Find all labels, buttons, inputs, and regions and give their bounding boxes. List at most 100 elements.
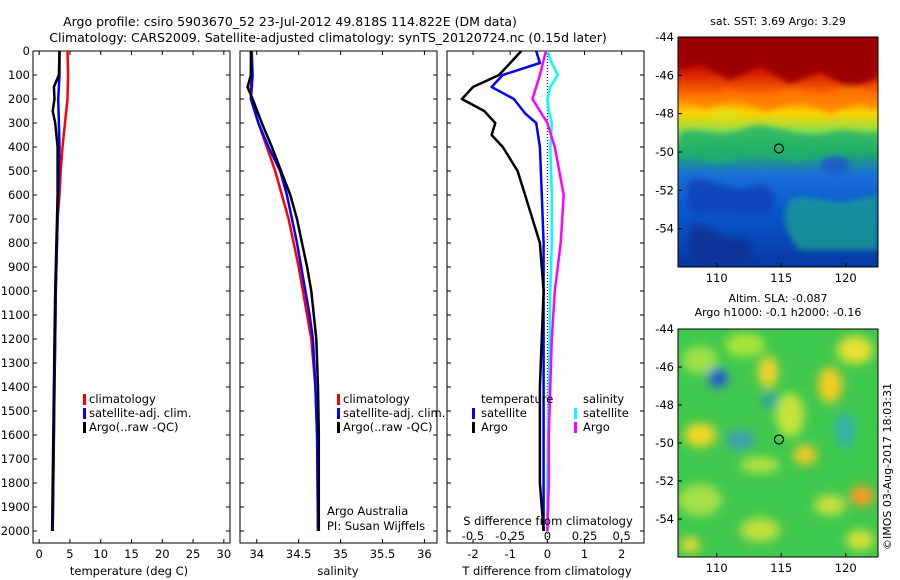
y-tick-label: 600 <box>8 188 30 202</box>
s-tick-label: 0.25 <box>572 529 598 543</box>
y-tick-label: 1800 <box>1 476 30 490</box>
sla-map-title: Altim. SLA: -0.087 <box>728 292 827 305</box>
sla-map-panel: Altim. SLA: -0.087 Argo h1000: -0.1 h200… <box>655 292 879 575</box>
x-tick-label: 2 <box>618 547 625 561</box>
sla-map-lon-ticks: 110 115 120 <box>706 553 857 575</box>
profile-location-marker <box>773 434 785 445</box>
y-tick-label: 900 <box>8 260 30 274</box>
y-tick-label: 200 <box>8 92 30 106</box>
legend-label-s-argo: Argo <box>583 420 610 434</box>
temperature-profile-lines <box>50 50 70 532</box>
lat-tick-label: -50 <box>655 145 674 159</box>
y-tick-label: 1700 <box>1 452 30 466</box>
salinity-axes-box <box>239 50 438 544</box>
lon-tick-label: 120 <box>835 271 857 285</box>
temperature-x-label: temperature (deg C) <box>70 564 188 578</box>
legend-title-salinity: salinity <box>583 392 624 406</box>
s-tick-label: -0.25 <box>495 529 525 543</box>
lat-tick-label: -54 <box>655 512 674 526</box>
lat-tick-label: -46 <box>655 360 674 374</box>
x-tick-label: 1 <box>581 547 588 561</box>
legend-label-satellite: satellite-adj. clim. <box>343 406 445 420</box>
y-tick-label: 1400 <box>1 380 30 394</box>
legend-title-temperature: temperature <box>481 392 553 406</box>
y-tick-label: 1600 <box>1 428 30 442</box>
series-line-argo-raw-qc- <box>246 51 321 531</box>
temperature-axes-box <box>32 50 231 544</box>
sst-map-image <box>678 37 878 267</box>
legend-swatch-argo <box>337 422 340 433</box>
profile-location-marker <box>773 143 785 154</box>
x-tick-label: 36 <box>417 547 432 561</box>
legend-label-s-satellite: satellite <box>583 406 629 420</box>
x-tick-label: -1 <box>504 547 515 561</box>
legend-swatch-argo <box>83 422 86 433</box>
x-tick-label: 35.5 <box>370 547 396 561</box>
credit-line1: Argo Australia <box>327 504 408 518</box>
x-tick-label: 15 <box>124 547 139 561</box>
legend-swatch-s-argo <box>574 422 577 433</box>
lat-tick-label: -52 <box>655 474 674 488</box>
sst-map-panel: sat. SST: 3.69 Argo: 3.29 110 115 120 -44-… <box>655 15 879 285</box>
x-tick-label: 34 <box>249 547 264 561</box>
x-tick-label: 34.5 <box>286 547 312 561</box>
s-tick-label: -0.5 <box>462 529 484 543</box>
lat-tick-label: -54 <box>655 222 674 236</box>
sst-map-title: sat. SST: 3.69 Argo: 3.29 <box>710 15 846 28</box>
legend-label-t-satellite: satellite <box>481 406 527 420</box>
x-tick-label: 20 <box>155 547 170 561</box>
legend-label-argo: Argo(..raw -QC) <box>89 420 179 434</box>
legend-label-argo: Argo(..raw -QC) <box>343 420 433 434</box>
y-tick-label: 2000 <box>1 524 30 538</box>
sla-map-lat-ticks: -44 -46 -48 -50 -52 -54 <box>655 322 682 526</box>
y-tick-label: 400 <box>8 140 30 154</box>
lon-tick-label: 110 <box>706 561 728 575</box>
x-tick-label: -2 <box>467 547 478 561</box>
x-tick-label: 25 <box>186 547 201 561</box>
x-tick-label: 35 <box>333 547 348 561</box>
series-line-argo <box>531 50 565 532</box>
legend-label-climatology: climatology <box>89 392 156 406</box>
legend-swatch-satellite <box>337 408 340 419</box>
y-tick-label: 100 <box>8 68 30 82</box>
y-tick-label: 1500 <box>1 404 30 418</box>
series-line-satellite-adj-clim- <box>249 50 320 532</box>
legend-swatch-t-satellite <box>472 408 475 419</box>
legend-swatch-t-argo <box>472 422 475 433</box>
salinity-x-ticks: 34 34.5 35 35.5 36 <box>249 51 432 561</box>
lat-tick-label: -50 <box>655 436 674 450</box>
lat-tick-label: -48 <box>655 398 674 412</box>
x-tick-label: 10 <box>93 547 108 561</box>
y-tick-label: 1900 <box>1 500 30 514</box>
y-tick-label: 1300 <box>1 356 30 370</box>
lat-tick-label: -44 <box>655 322 674 336</box>
y-tick-label: 700 <box>8 212 30 226</box>
temperature-legend: climatology satellite-adj. clim. Argo(..… <box>83 392 191 434</box>
x-tick-label: 30 <box>217 547 232 561</box>
legend-swatch-s-satellite <box>574 408 577 419</box>
temperature-panel: 0 5 10 15 20 25 30 0 100 200 300 400 500 600 700 800 90… <box>1 44 231 578</box>
t-difference-label: T difference from climatology <box>461 564 632 578</box>
temperature-x-ticks: 0 5 10 15 20 25 30 <box>35 51 231 561</box>
figure-title-line2: Climatology: CARS2009. Satellite-adjuste… <box>49 30 606 45</box>
legend-swatch-climatology <box>337 394 340 405</box>
lat-tick-label: -48 <box>655 107 674 121</box>
lon-tick-label: 115 <box>770 561 792 575</box>
timestamp-stamp: ©IMOS 03-Aug-2017 18:03:31 <box>881 383 894 550</box>
sla-map-image <box>678 329 878 557</box>
salinity-y-ticks <box>240 50 437 532</box>
y-tick-label: 0 <box>23 44 30 58</box>
x-tick-label: 0 <box>35 547 42 561</box>
series-line-argo-raw-qc- <box>50 50 61 532</box>
s-tick-label: 0 <box>544 529 551 543</box>
series-line-satellite <box>490 50 545 531</box>
lon-tick-label: 110 <box>706 271 728 285</box>
y-tick-label: 500 <box>8 164 30 178</box>
depth-y-ticks: 0 100 200 300 400 500 600 700 800 900 1000 1100 1200… <box>1 44 230 538</box>
legend-swatch-satellite <box>83 408 86 419</box>
s-tick-label: 0.5 <box>613 529 631 543</box>
y-tick-label: 800 <box>8 236 30 250</box>
lon-tick-label: 115 <box>770 271 792 285</box>
figure-title-line1: Argo profile: csiro 5903670_52 23-Jul-20… <box>63 14 517 29</box>
